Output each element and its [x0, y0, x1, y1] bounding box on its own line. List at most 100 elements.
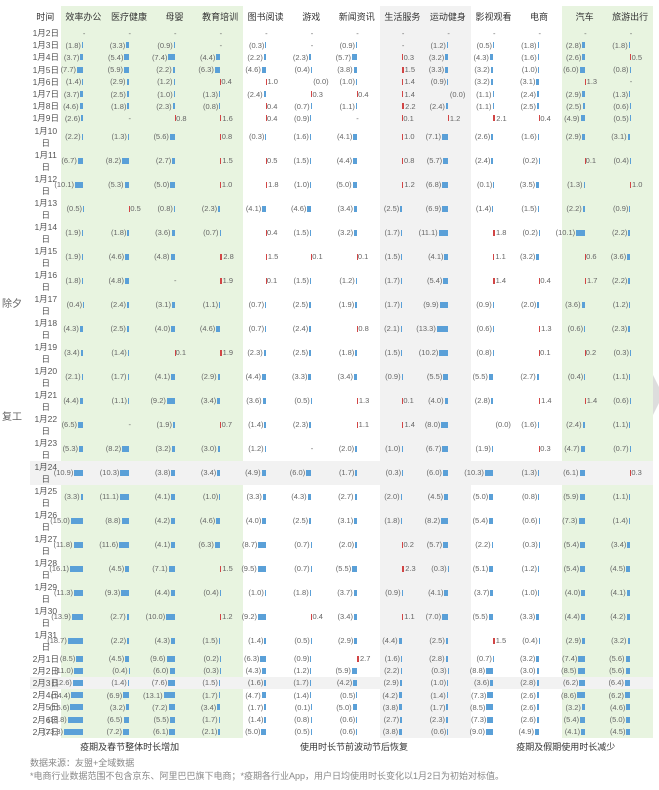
- value-cell: (1.8): [106, 221, 152, 245]
- value-cell: (1.0): [334, 76, 380, 88]
- value-cell: (5.4): [562, 533, 608, 557]
- value-cell: (2.4): [516, 88, 562, 100]
- col-header: 生活服务: [380, 6, 426, 27]
- value-cell: (4.2): [380, 689, 426, 701]
- value-cell: -: [607, 27, 653, 39]
- value-cell: (9.9): [425, 293, 471, 317]
- value-cell: (23.3): [61, 726, 107, 738]
- value-cell: (0.5): [61, 197, 107, 221]
- value-cell: (1.7): [106, 365, 152, 389]
- value-cell: (7.4): [152, 51, 198, 63]
- value-cell: (1.2): [516, 557, 562, 581]
- value-cell: (2.9): [380, 677, 426, 689]
- col-header: 电商: [516, 6, 562, 27]
- value-cell: (0.9): [334, 39, 380, 51]
- value-cell: (1.4): [106, 341, 152, 365]
- value-cell: (0.0): [471, 413, 517, 437]
- value-cell: (8.5): [562, 665, 608, 677]
- value-cell: 0.4: [243, 100, 289, 112]
- value-cell: (12.6): [61, 677, 107, 689]
- col-header: 时间: [30, 6, 61, 27]
- col-header: 图书阅读: [243, 6, 289, 27]
- value-cell: (8.0): [425, 413, 471, 437]
- value-cell: (0.9): [380, 365, 426, 389]
- value-cell: (6.7): [61, 149, 107, 173]
- value-cell: (2.5): [562, 100, 608, 112]
- value-cell: (0.3): [243, 39, 289, 51]
- value-cell: 1.1: [334, 413, 380, 437]
- value-cell: (3.1): [516, 76, 562, 88]
- value-cell: (4.0): [243, 509, 289, 533]
- value-cell: 0.4: [516, 269, 562, 293]
- value-cell: -: [425, 27, 471, 39]
- value-cell: (3.4): [197, 389, 243, 413]
- value-cell: (5.9): [562, 485, 608, 509]
- value-cell: (4.4): [334, 149, 380, 173]
- value-cell: (1.1): [471, 100, 517, 112]
- value-cell: -: [562, 27, 608, 39]
- value-cell: (0.8): [197, 100, 243, 112]
- value-cell: (0.7): [288, 533, 334, 557]
- value-cell: 0.1: [288, 245, 334, 269]
- value-cell: (0.7): [288, 100, 334, 112]
- value-cell: 0.3: [516, 437, 562, 461]
- value-cell: (3.2): [425, 51, 471, 63]
- value-cell: (2.4): [471, 149, 517, 173]
- value-cell: 1.7: [562, 269, 608, 293]
- value-cell: (3.4): [607, 533, 653, 557]
- value-cell: (4.4): [380, 629, 426, 653]
- value-cell: (2.0): [334, 533, 380, 557]
- value-cell: (5.0): [334, 173, 380, 197]
- value-cell: (4.1): [152, 485, 198, 509]
- caption-1: 疫期及春节整体时长增加: [30, 740, 229, 753]
- value-cell: (5.3): [106, 173, 152, 197]
- value-cell: (1.4): [106, 677, 152, 689]
- value-cell: -: [334, 112, 380, 124]
- value-cell: (7.7): [61, 64, 107, 76]
- value-cell: (3.3): [425, 64, 471, 76]
- value-cell: (0.6): [471, 317, 517, 341]
- value-cell: (2.2): [562, 197, 608, 221]
- value-cell: (3.2): [106, 701, 152, 713]
- value-cell: (1.2): [243, 437, 289, 461]
- value-cell: (3.3): [243, 485, 289, 509]
- value-cell: (4.5): [425, 485, 471, 509]
- value-cell: (0.6): [334, 713, 380, 725]
- value-cell: (4.9): [243, 461, 289, 485]
- value-cell: (1.1): [607, 413, 653, 437]
- value-cell: (1.1): [197, 293, 243, 317]
- value-cell: 2.3: [380, 557, 426, 581]
- value-cell: (3.3): [106, 39, 152, 51]
- date-cell: 1月13日: [30, 197, 61, 221]
- value-cell: (2.5): [380, 197, 426, 221]
- value-cell: (4.4): [61, 389, 107, 413]
- value-cell: (2.5): [288, 293, 334, 317]
- col-header: 医疗健康: [106, 6, 152, 27]
- value-cell: (3.2): [607, 629, 653, 653]
- value-cell: (8.7): [243, 533, 289, 557]
- value-cell: (4.7): [562, 437, 608, 461]
- value-cell: (4.2): [334, 677, 380, 689]
- value-cell: (0.7): [243, 293, 289, 317]
- chart-wrap: 除夕 复工 时间效率办公医疗健康母婴教育培训图书阅读游戏新闻资讯生活服务运动健身…: [0, 0, 659, 790]
- value-cell: (0.6): [562, 317, 608, 341]
- value-cell: (0.1): [288, 701, 334, 713]
- value-cell: (0.5): [288, 726, 334, 738]
- date-cell: 1月16日: [30, 269, 61, 293]
- value-cell: (2.2): [607, 269, 653, 293]
- date-cell: 1月11日: [30, 149, 61, 173]
- value-cell: (1.9): [334, 293, 380, 317]
- value-cell: (8.2): [425, 509, 471, 533]
- value-cell: (0.4): [516, 629, 562, 653]
- value-cell: 0.4: [334, 88, 380, 100]
- value-cell: -: [516, 27, 562, 39]
- value-cell: (2.2): [61, 125, 107, 149]
- value-cell: (4.3): [61, 317, 107, 341]
- value-cell: 1.3: [334, 389, 380, 413]
- value-cell: (2.9): [562, 88, 608, 100]
- value-cell: (0.3): [425, 557, 471, 581]
- value-cell: (1.0): [197, 485, 243, 509]
- value-cell: (4.6): [106, 245, 152, 269]
- value-cell: (4.5): [106, 557, 152, 581]
- value-cell: (2.3): [243, 341, 289, 365]
